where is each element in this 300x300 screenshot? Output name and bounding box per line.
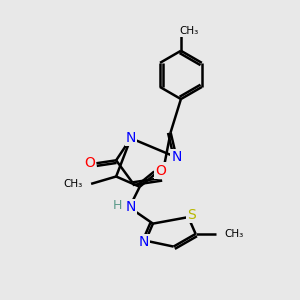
Text: O: O <box>84 156 95 170</box>
Text: N: N <box>171 150 182 164</box>
Text: N: N <box>126 200 136 214</box>
Text: N: N <box>126 131 136 145</box>
Text: CH₃: CH₃ <box>224 229 244 239</box>
Text: CH₃: CH₃ <box>179 26 199 36</box>
Text: H: H <box>112 199 122 212</box>
Text: S: S <box>187 208 196 222</box>
Text: O: O <box>155 164 166 178</box>
Text: CH₃: CH₃ <box>64 179 83 189</box>
Text: N: N <box>139 235 149 249</box>
